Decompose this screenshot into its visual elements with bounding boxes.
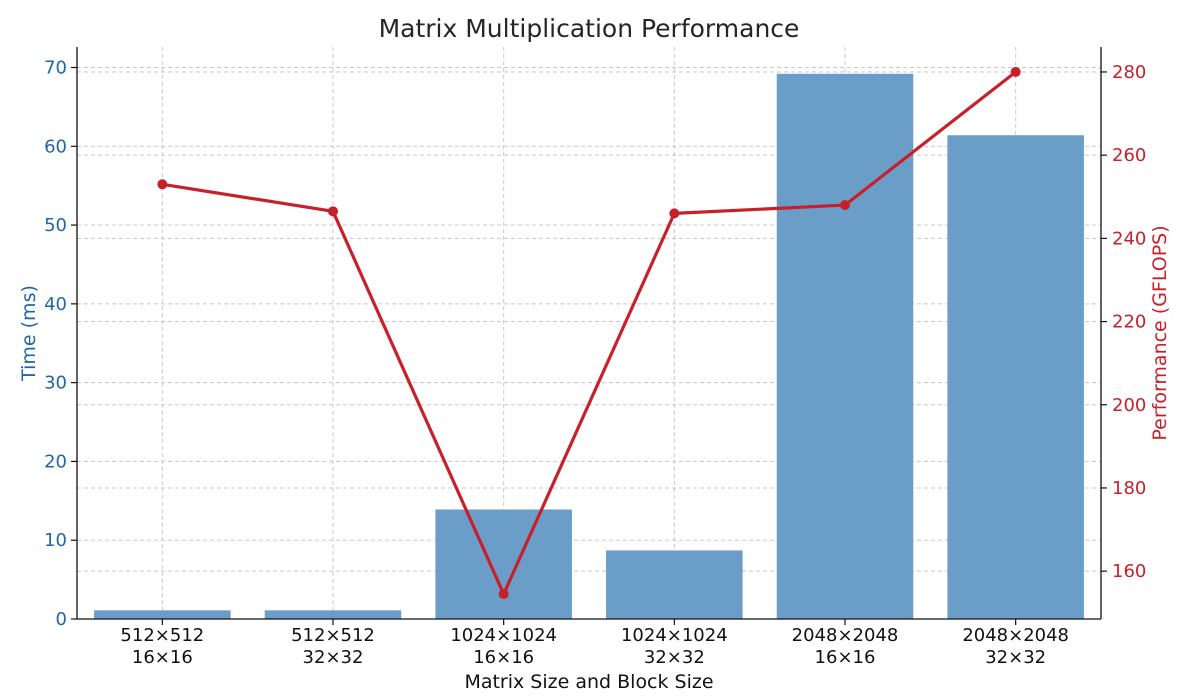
left-tick-label: 50 <box>44 215 67 236</box>
bar <box>94 610 231 619</box>
right-tick-label: 260 <box>1112 145 1146 166</box>
y-axis-right-label: Performance (GFLOPS) <box>1149 225 1171 440</box>
right-tick-label: 180 <box>1112 478 1146 499</box>
left-tick-label: 20 <box>44 451 67 472</box>
x-tick-labels: 512×512 16×16 512×512 32×32 1024×1024 16×16 10… <box>120 619 1069 668</box>
line-point <box>498 589 509 600</box>
x-tick-label: 2048×2048 16×16 <box>792 625 899 668</box>
right-tick-label: 160 <box>1112 561 1146 582</box>
right-tick-label: 200 <box>1112 395 1146 416</box>
x-tick-label: 1024×1024 32×32 <box>621 625 728 668</box>
grid-layer <box>77 47 1101 620</box>
left-tick-label: 30 <box>44 373 67 394</box>
bar <box>947 135 1084 619</box>
bar <box>435 509 572 619</box>
x-tick-label: 512×512 16×16 <box>120 625 204 668</box>
line-point <box>157 179 168 190</box>
axes-layer <box>76 47 1102 620</box>
line-point <box>840 200 850 211</box>
x-axis-label: Matrix Size and Block Size <box>464 671 713 693</box>
left-tick-label: 10 <box>44 530 67 551</box>
left-tick-labels: 0 10 20 30 40 50 60 70 <box>44 57 77 630</box>
line-point <box>328 206 338 217</box>
bars-layer <box>94 73 1084 619</box>
y-axis-left-label: Time (ms) <box>18 285 40 382</box>
line-layer <box>157 66 1021 600</box>
chart-title: Matrix Multiplication Performance <box>379 14 800 43</box>
bar <box>776 73 914 619</box>
right-tick-label: 280 <box>1112 62 1146 83</box>
x-tick-label: 2048×2048 32×32 <box>962 625 1069 668</box>
right-tick-label: 220 <box>1112 312 1146 333</box>
x-tick-label: 1024×1024 16×16 <box>450 625 557 668</box>
right-tick-labels: 160 180 200 220 240 260 280 <box>1101 62 1146 582</box>
right-tick-label: 240 <box>1112 228 1146 249</box>
line-point <box>669 208 680 219</box>
left-tick-label: 70 <box>44 57 67 78</box>
performance-line <box>162 70 1017 596</box>
x-tick-label: 512×512 32×32 <box>291 625 375 668</box>
bar <box>264 610 402 619</box>
left-tick-label: 0 <box>56 609 67 630</box>
left-tick-label: 60 <box>44 136 67 157</box>
line-point <box>1010 66 1021 77</box>
left-tick-label: 40 <box>44 294 67 315</box>
bar <box>606 550 743 619</box>
